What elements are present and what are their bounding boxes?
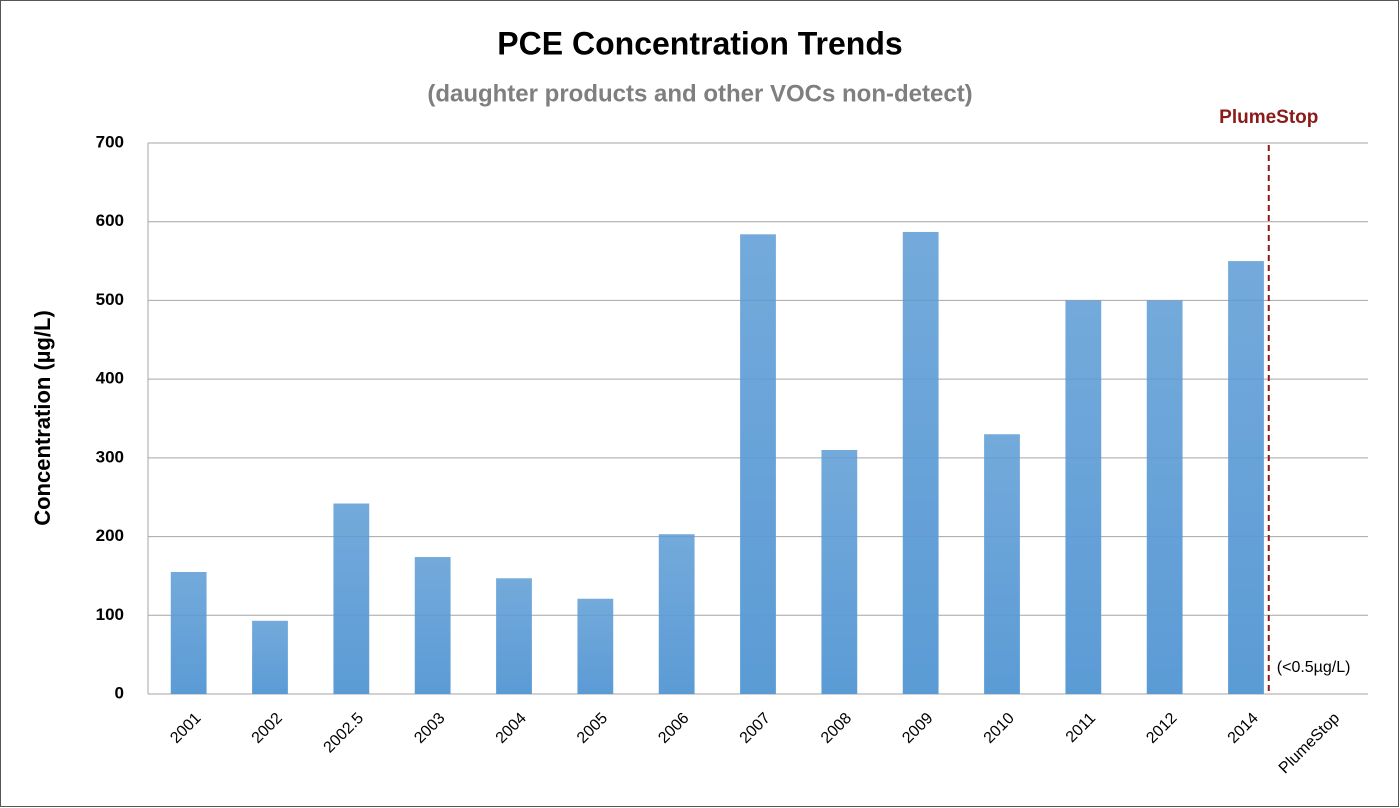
bar	[252, 620, 288, 694]
bar	[333, 503, 370, 694]
y-tick-label: 0	[115, 683, 124, 702]
bar	[170, 571, 207, 694]
bar	[984, 434, 1020, 694]
marker-label: PlumeStop	[1219, 107, 1318, 128]
bar	[740, 234, 776, 694]
y-tick-label: 500	[96, 290, 124, 309]
y-tick-label: 400	[96, 369, 124, 388]
bar	[1065, 300, 1102, 694]
y-tick-label: 300	[96, 447, 124, 466]
note: (<0.5µg/L)	[1277, 659, 1351, 676]
bar	[414, 557, 451, 694]
chart-title: PCE Concentration Trends	[497, 25, 902, 61]
y-axis-label: Concentration (µg/L)	[30, 310, 55, 526]
bar	[658, 534, 695, 694]
y-tick-label: 700	[96, 132, 124, 151]
bar	[577, 598, 614, 694]
y-tick-label: 200	[96, 526, 124, 545]
y-tick-label: 100	[96, 605, 124, 624]
bar	[902, 231, 939, 694]
y-tick-label: 600	[96, 211, 124, 230]
chart-subtitle: (daughter products and other VOCs non-de…	[427, 80, 972, 107]
bar	[821, 449, 858, 694]
bar	[1228, 261, 1264, 694]
bar	[496, 578, 532, 694]
bar	[1146, 300, 1183, 694]
